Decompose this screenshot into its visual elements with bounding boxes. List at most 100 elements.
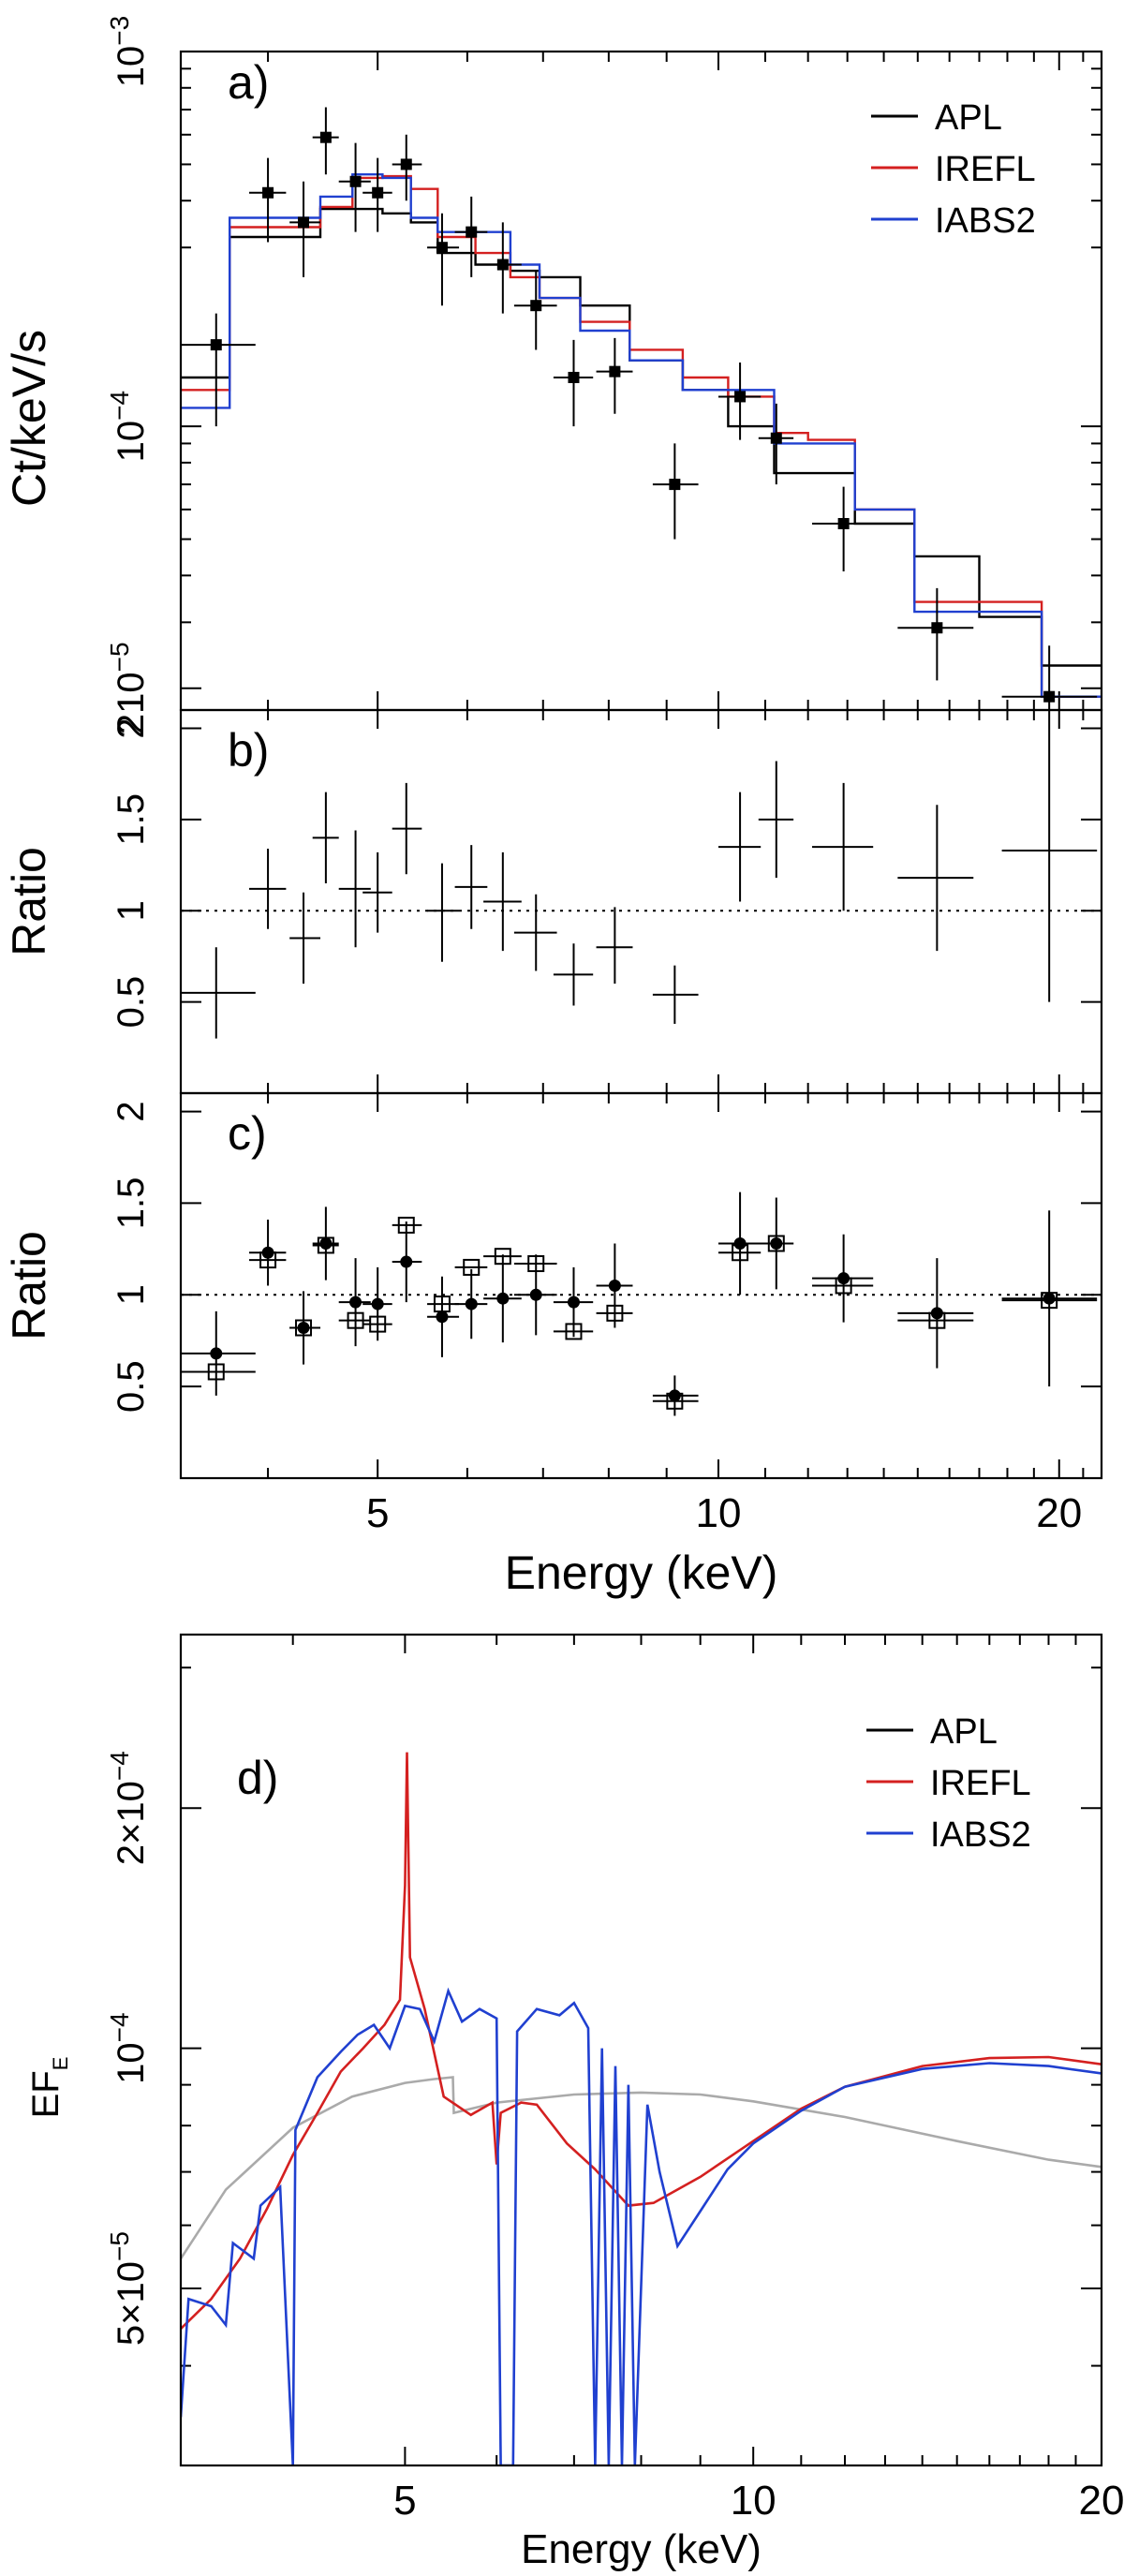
y-tick-label: 2×10−4 [105,1751,152,1865]
panel-label: b) [228,724,269,777]
x-tick-label: 10 [696,1490,742,1536]
data-point [837,518,850,530]
x-ticks-3: 5 10 20 [291,1635,1124,2524]
tick-label-exponent: −3 [105,16,134,46]
legend-label: IREFL [935,150,1036,189]
model-curve-continuum [181,2076,1102,2259]
data-point-open [666,1392,684,1410]
y-axis-label: Ratio [3,847,55,956]
y-axis-label: EFE [25,2057,72,2119]
model-line-apl [181,207,1102,667]
model-curve-irefl [181,1752,1102,2331]
data-point-open [347,1311,364,1329]
data-point [298,216,310,229]
data-point-filled [349,1295,362,1309]
y-axis-label: Ct/keV/s [3,330,55,507]
y-axis-label-sub: E [49,2057,72,2071]
data-point [372,186,384,199]
y-tick-label: 2 [111,1101,152,1121]
panel-label: a) [228,56,269,109]
y-axis-label-main: EF [25,2070,67,2118]
data-point-open [295,1319,313,1337]
tick-label-main: 10 [111,46,152,88]
tick-label-exponent: −4 [105,2012,134,2042]
y-tick-label: 1.5 [111,1177,152,1230]
data-point-filled [371,1297,384,1310]
frame-1 [179,708,1103,1095]
data-point-open [732,1244,749,1262]
data-point [466,226,478,238]
tick-label-main: 10 [111,421,152,463]
x-ticks-1 [267,710,1085,1093]
x-tick-label: 20 [1079,2478,1124,2524]
data-point [1043,690,1056,703]
y-tick-label: 10−4 [105,391,152,462]
data-point-filled [1043,1292,1056,1305]
data-points-a [181,107,1098,710]
model-line-irefl [181,174,1102,698]
panel-label: c) [228,1107,267,1160]
data-point-open [1041,1292,1058,1310]
data-point-open [527,1255,545,1273]
data-point-filled [733,1236,747,1250]
x-tick-label: 10 [731,2478,776,2524]
tick-label-main: 5×10 [111,2261,152,2346]
data-point [262,186,274,199]
y-tick-label: 0.5 [111,1360,152,1413]
legend-label: APL [935,98,1002,138]
data-point-filled [529,1288,542,1301]
data-point [319,131,332,143]
x-tick-label: 20 [1036,1490,1082,1536]
data-point-open [317,1236,334,1254]
y-tick-label: 0.5 [111,976,152,1029]
legend-label: IABS2 [930,1815,1031,1855]
data-point-open [606,1304,624,1322]
data-point [530,300,542,312]
model-curve-iabs2 [181,1987,1102,2465]
data-point-open [463,1258,481,1276]
x-axis-label: Energy (keV) [505,1547,778,1599]
data-point [609,365,621,378]
y-tick-label: 1 [111,900,152,921]
data-point-open [369,1315,387,1333]
data-point-filled [319,1236,333,1250]
legend-label: IREFL [930,1764,1031,1803]
tick-label-main: 10 [111,2042,152,2084]
panel-label: d) [237,1752,278,1804]
frame-2 [179,1091,1103,1480]
data-point [734,391,747,403]
data-point-open [397,1216,415,1234]
y-tick-label: 2 [111,718,152,738]
tick-label-main: 210 [111,672,152,734]
data-point-filled [496,1292,510,1305]
legend-label: IABS2 [935,201,1036,241]
data-point-filled [668,1389,681,1402]
data-point-open [494,1248,511,1266]
data-point [931,622,943,634]
y-tick-label: 10−3 [105,16,152,87]
y-axis-label: Ratio [3,1231,55,1340]
data-point [349,175,362,187]
data-point-filled [210,1347,223,1360]
y-tick-label: 1 [111,1284,152,1305]
data-point-open [835,1277,852,1295]
data-point-open [433,1295,451,1313]
data-point [400,158,412,170]
x-tick-label: 5 [393,2478,416,2524]
x-ticks-2: 5 10 20 [267,1093,1085,1536]
data-point [496,259,509,271]
data-point-filled [608,1280,621,1292]
data-point-filled [436,1310,449,1324]
legend-label: APL [930,1712,998,1752]
tick-label-exponent: −4 [105,391,134,421]
y-ticks-0: 210−510−410−3 [105,16,1102,734]
legend-0: APL IREFL IABS2 [871,98,1036,241]
x-axis-label: Energy (keV) [521,2526,762,2572]
data-points-1 [181,710,1098,1039]
y-ticks-3: 5×10−510−42×10−4 [105,1666,1102,2466]
y-tick-label: 5×10−5 [105,2231,152,2346]
data-point [568,371,580,383]
tick-label-exponent: −4 [105,1751,134,1781]
y-tick-label: 10−4 [105,2012,152,2083]
